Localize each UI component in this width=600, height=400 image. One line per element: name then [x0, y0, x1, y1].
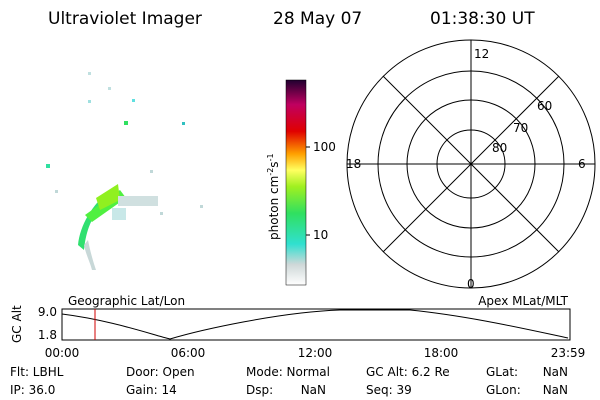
colorbar-tick-label: 10	[313, 228, 328, 242]
altitude-axis-label: GC Alt	[10, 305, 24, 343]
mlt-label: 6	[578, 157, 586, 171]
altitude-title: Apex MLat/MLT	[478, 294, 568, 308]
lat-label: 60	[537, 99, 552, 113]
colorbar	[285, 79, 307, 286]
colorbar-label: photon cm-2s-1	[266, 153, 281, 240]
time-label: 06:00	[171, 346, 206, 360]
status-field: Mode: Normal	[246, 365, 330, 379]
status-value: NaN	[301, 383, 326, 397]
altitude-y-label: 1.8	[38, 328, 57, 342]
mlt-label: 12	[474, 47, 489, 61]
altitude-title: Geographic Lat/Lon	[68, 294, 185, 308]
lat-label: 70	[513, 121, 528, 135]
time-label: 18:00	[424, 346, 459, 360]
status-value: NaN	[543, 365, 568, 379]
time-label: 12:00	[298, 346, 333, 360]
status-field: Door: Open	[126, 365, 195, 379]
status-value: NaN	[543, 383, 568, 397]
status-field: Seq: 39	[366, 383, 412, 397]
time-label: 23:59	[551, 346, 586, 360]
altitude-y-label: 9.0	[38, 305, 57, 319]
altitude-frame	[61, 308, 571, 341]
mlt-label: 0	[467, 277, 475, 291]
status-field: IP: 36.0	[10, 383, 55, 397]
lat-label: 80	[492, 141, 507, 155]
time-label: 00:00	[45, 346, 80, 360]
status-field: Flt: LBHL	[10, 365, 64, 379]
instrument: Ultraviolet Imager	[48, 9, 202, 29]
date: 28 May 07	[273, 9, 362, 29]
status-field: GLat:	[486, 365, 518, 379]
altitude-curve	[61, 309, 569, 340]
status-field: GC Alt: 6.2 Re	[366, 365, 450, 379]
status-field: Gain: 14	[126, 383, 177, 397]
status-field: Dsp:	[246, 383, 273, 397]
status-field: GLon:	[486, 383, 521, 397]
mlt-label: 18	[346, 157, 361, 171]
polar-grid	[346, 39, 596, 289]
colorbar-tick-label: 100	[313, 140, 336, 154]
uv-image	[46, 72, 203, 270]
time: 01:38:30 UT	[430, 9, 535, 29]
